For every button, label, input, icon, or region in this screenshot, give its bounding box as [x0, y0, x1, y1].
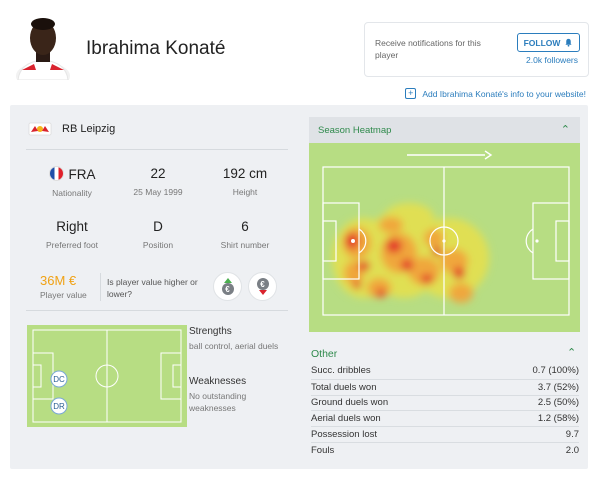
- season-heatmap: [309, 143, 580, 332]
- player-value: 36M €: [40, 273, 77, 288]
- height-label: Height: [232, 187, 258, 197]
- table-row: Aerial duels won 1.2 (58%): [311, 410, 579, 426]
- weaknesses-title: Weaknesses: [189, 376, 247, 387]
- stat-label: Total duels won: [311, 381, 377, 393]
- euro-icon: €: [221, 283, 234, 295]
- stat-label: Succ. dribbles: [311, 365, 371, 377]
- player-info-panel: RB Leipzig FRA Nationality 22 25 May 199…: [10, 105, 588, 469]
- stat-value: 3.7 (52%): [537, 381, 579, 393]
- divider: [26, 310, 288, 311]
- other-title: Other: [311, 348, 338, 360]
- table-row: Possession lost 9.7: [311, 426, 579, 442]
- france-flag-icon: [48, 166, 64, 181]
- add-info-label: Add Ibrahima Konaté's info to your websi…: [422, 88, 586, 99]
- position-label: Position: [142, 240, 174, 250]
- plus-icon: +: [405, 88, 417, 99]
- weaknesses-text: No outstanding weaknesses: [189, 391, 247, 413]
- stat-label: Fouls: [311, 444, 335, 456]
- strengths-title: Strengths: [189, 326, 232, 337]
- notification-text: Receive notifications for this player: [375, 38, 481, 60]
- rb-leipzig-logo: [28, 122, 52, 136]
- foot-stat: Right Preferred foot: [27, 219, 117, 250]
- birthdate: 25 May 1999: [133, 187, 183, 197]
- foot-value: Right: [56, 219, 88, 234]
- position-pitch: DC DR: [27, 325, 187, 427]
- shirt-value: 6: [241, 219, 249, 234]
- notification-box: Receive notifications for this player FO…: [364, 22, 589, 77]
- team-name: RB Leipzig: [62, 123, 116, 135]
- nationality-value: FRA: [68, 167, 96, 182]
- age-value: 22: [150, 166, 166, 181]
- age-stat: 22 25 May 1999: [113, 166, 203, 197]
- position-label-dc: DC: [53, 375, 65, 384]
- table-row: Succ. dribbles 0.7 (100%): [311, 363, 579, 379]
- stat-value: 2.0: [565, 444, 579, 456]
- table-row: Ground duels won 2.5 (50%): [311, 394, 579, 411]
- value-separator: [100, 273, 101, 301]
- follow-button[interactable]: FOLLOW: [517, 33, 580, 52]
- value-higher-button[interactable]: €: [213, 272, 242, 301]
- value-lower-button[interactable]: €: [248, 272, 277, 301]
- table-row: Fouls 2.0: [311, 441, 579, 458]
- player-name: Ibrahima Konaté: [86, 38, 226, 59]
- stat-label: Aerial duels won: [311, 413, 381, 425]
- chevron-up-icon: ⌃: [560, 124, 570, 136]
- add-info-link[interactable]: + Add Ibrahima Konaté's info to your web…: [405, 88, 586, 99]
- followers-count: 2.0k followers: [526, 55, 578, 65]
- stat-value: 2.5 (50%): [537, 397, 579, 409]
- nationality-stat: FRA Nationality: [27, 166, 117, 198]
- position-value: D: [153, 219, 163, 234]
- position-marker-dc: DC: [50, 370, 68, 388]
- stat-label: Possession lost: [311, 429, 378, 441]
- arrow-up-icon: [223, 278, 232, 283]
- table-row: Total duels won 3.7 (52%): [311, 378, 579, 395]
- strengths-text: ball control, aerial duels: [189, 341, 279, 351]
- shirt-stat: 6 Shirt number: [200, 219, 290, 250]
- position-label-dr: DR: [53, 402, 65, 411]
- arrow-down-icon: [258, 290, 267, 295]
- stat-value: 9.7: [565, 429, 579, 441]
- nationality-label: Nationality: [52, 188, 92, 198]
- follow-label: FOLLOW: [523, 37, 561, 48]
- height-stat: 192 cm Height: [200, 166, 290, 197]
- team-link[interactable]: RB Leipzig: [28, 122, 115, 136]
- position-stat: D Position: [113, 219, 203, 250]
- divider: [26, 149, 288, 150]
- shirt-label: Shirt number: [220, 240, 270, 250]
- attack-direction-arrow: [407, 150, 493, 160]
- chevron-up-icon[interactable]: ⌃: [567, 347, 577, 359]
- euro-icon: €: [256, 278, 269, 290]
- stat-label: Ground duels won: [311, 397, 389, 409]
- other-stats-table: Succ. dribbles 0.7 (100%) Total duels wo…: [311, 363, 579, 458]
- position-marker-dr: DR: [50, 397, 68, 415]
- foot-label: Preferred foot: [46, 240, 98, 250]
- bell-icon: [565, 38, 573, 47]
- heatmap-header[interactable]: Season Heatmap ⌃: [309, 117, 580, 143]
- stat-value: 0.7 (100%): [532, 365, 579, 377]
- player-avatar: [16, 18, 70, 80]
- height-value: 192 cm: [222, 166, 268, 181]
- stat-value: 1.2 (58%): [537, 413, 579, 425]
- pitch-lines: [322, 166, 570, 316]
- player-value-label: Player value: [40, 290, 87, 300]
- value-question: Is player value higher or lower?: [107, 277, 198, 299]
- heatmap-title: Season Heatmap: [318, 125, 392, 136]
